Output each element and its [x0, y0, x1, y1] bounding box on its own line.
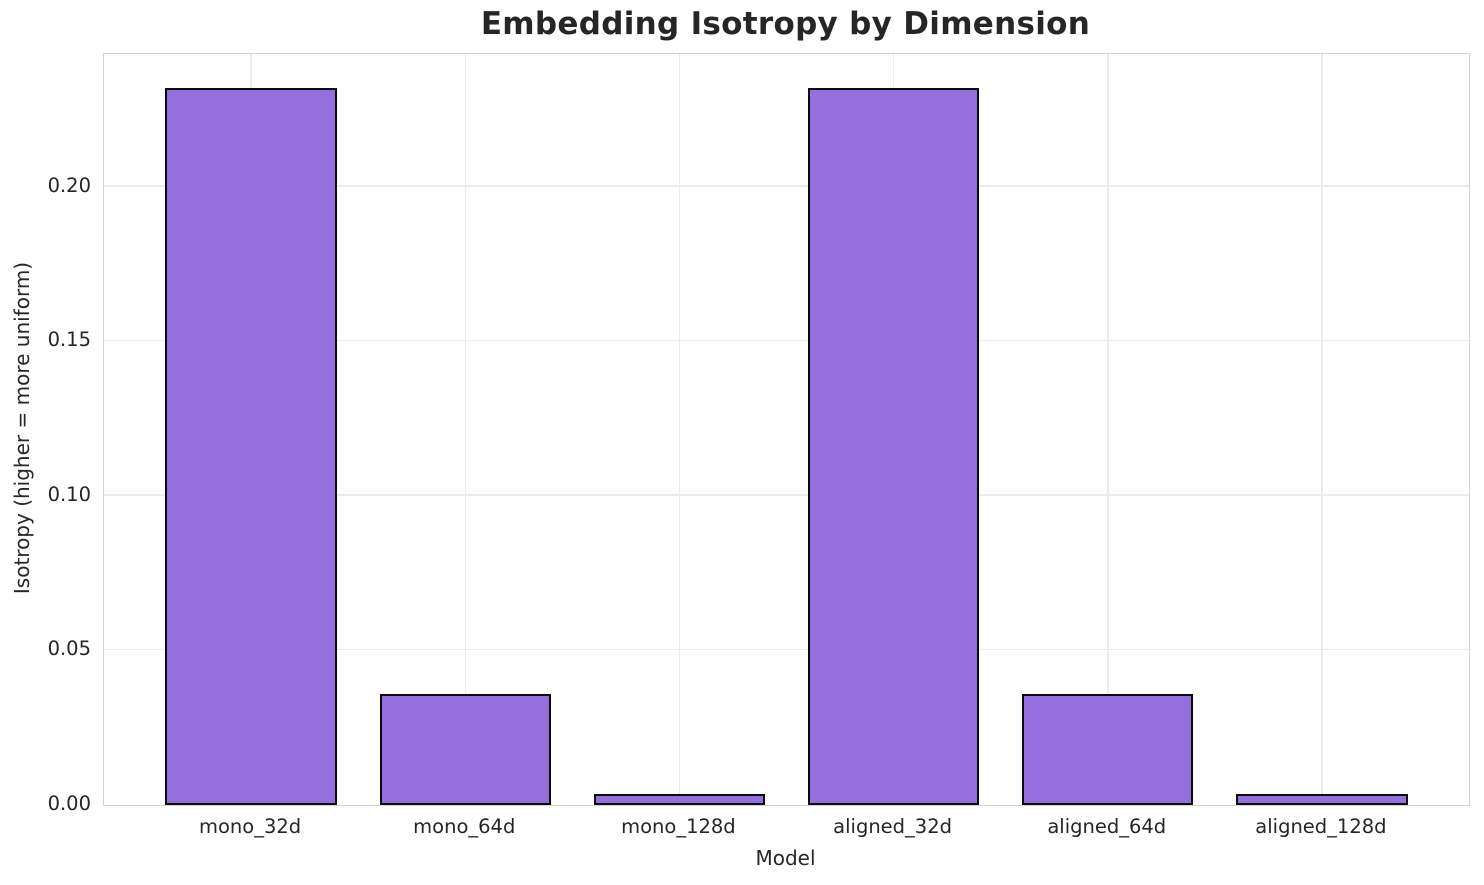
bar-aligned_128d — [1236, 794, 1408, 805]
y-tick-label: 0.15 — [47, 328, 91, 352]
gridline-vertical — [1321, 54, 1323, 805]
bar-mono_128d — [593, 794, 766, 805]
x-tick-label: aligned_128d — [1255, 815, 1387, 838]
bar-mono_32d — [165, 88, 337, 805]
y-tick-label: 0.20 — [47, 173, 91, 197]
bar-mono_64d — [379, 693, 551, 805]
x-tick-label: aligned_32d — [833, 815, 952, 838]
gridline-vertical — [678, 54, 681, 805]
y-axis-label: Isotropy (higher = more uniform) — [10, 261, 34, 595]
plot-area — [103, 53, 1470, 806]
y-tick-label: 0.05 — [47, 637, 91, 661]
x-tick-label: mono_32d — [199, 815, 302, 838]
y-tick-label: 0.10 — [47, 482, 91, 506]
y-tick-label: 0.00 — [47, 792, 91, 815]
bar-aligned_64d — [1022, 693, 1194, 805]
x-tick-label: aligned_64d — [1047, 815, 1167, 838]
x-tick-label: mono_64d — [413, 815, 516, 838]
gridline-vertical — [1107, 54, 1109, 805]
bar-aligned_32d — [807, 88, 980, 805]
x-tick-label: mono_128d — [621, 815, 736, 838]
gridline-vertical — [464, 54, 466, 805]
x-axis-label: Model — [755, 846, 816, 870]
chart-title: Embedding Isotropy by Dimension — [480, 6, 1091, 42]
